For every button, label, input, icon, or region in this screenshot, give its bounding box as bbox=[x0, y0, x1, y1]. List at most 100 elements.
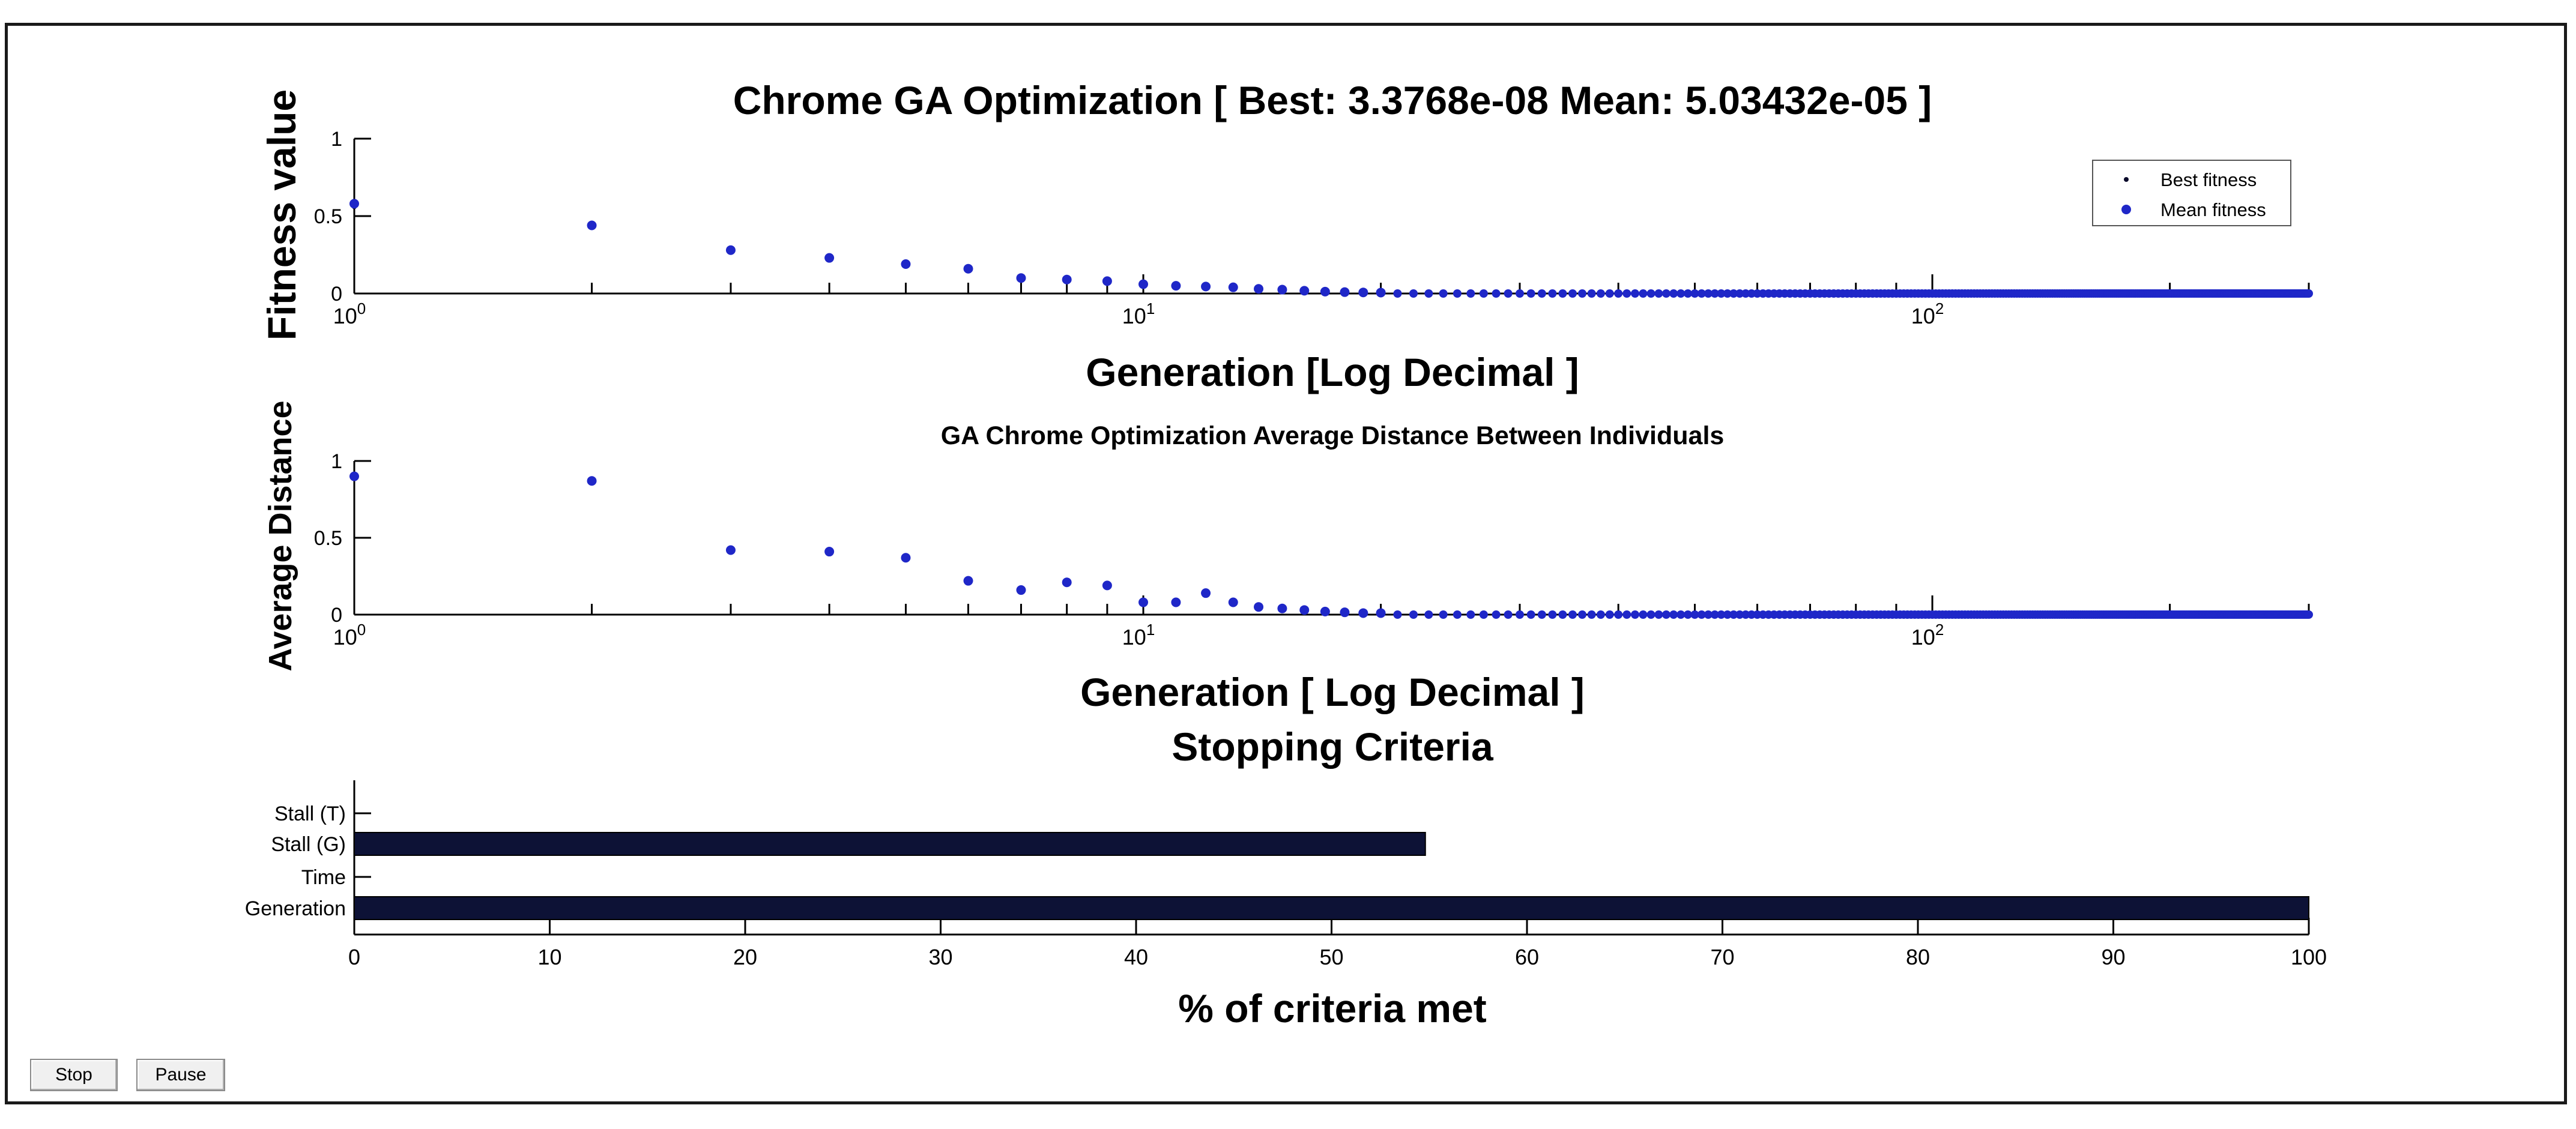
data-point bbox=[1439, 289, 1448, 298]
data-point bbox=[1479, 610, 1488, 619]
data-point bbox=[1515, 610, 1524, 619]
data-point bbox=[1578, 610, 1587, 619]
x-tick-base: 10 bbox=[333, 304, 357, 328]
stopping-plot: Stopping Criteria % of criteria met 0 10 2… bbox=[245, 724, 2327, 1031]
distance-title: GA Chrome Optimization Average Distance … bbox=[941, 421, 1725, 450]
data-point bbox=[1201, 588, 1211, 598]
data-point bbox=[1704, 289, 1713, 298]
fitness-plot: Chrome GA Optimization [ Best: 3.3768e-0… bbox=[259, 78, 2313, 394]
legend-best-marker bbox=[2124, 177, 2129, 182]
data-point bbox=[1747, 610, 1756, 619]
legend-mean-marker bbox=[2121, 205, 2131, 214]
pause-button[interactable]: Pause bbox=[136, 1059, 225, 1091]
data-point bbox=[1697, 610, 1706, 619]
data-point bbox=[1526, 289, 1535, 298]
data-point bbox=[1537, 289, 1546, 298]
data-point bbox=[1735, 610, 1744, 619]
data-point bbox=[1299, 286, 1310, 296]
data-point bbox=[1299, 605, 1310, 615]
x-tick-exponent: 2 bbox=[1935, 621, 1944, 639]
data-point bbox=[1138, 279, 1149, 289]
data-point bbox=[1669, 610, 1678, 619]
data-point bbox=[1171, 281, 1181, 291]
data-point bbox=[1424, 289, 1433, 298]
data-point bbox=[349, 471, 359, 481]
data-point bbox=[1614, 610, 1623, 619]
fitness-ylabel: Fitness value bbox=[259, 89, 304, 340]
x-tick-base: 10 bbox=[1911, 304, 1935, 328]
data-point bbox=[1254, 602, 1264, 612]
data-point bbox=[1062, 577, 1072, 588]
stopping-axes: 0 10 20 30 40 50 60 70 80 90 100 Stall (T) Stall (G)… bbox=[245, 780, 2327, 969]
x-tick-label: 50 bbox=[1319, 945, 1343, 969]
data-point bbox=[1515, 289, 1524, 298]
data-point bbox=[1254, 284, 1264, 294]
data-point bbox=[1723, 610, 1732, 619]
x-tick-exponent: 0 bbox=[357, 300, 366, 318]
stopping-xlabel: % of criteria met bbox=[1178, 986, 1487, 1031]
x-tick-base: 10 bbox=[333, 625, 357, 649]
x-tick-label: 102 bbox=[1911, 621, 1944, 649]
x-tick-exponent: 0 bbox=[357, 621, 366, 639]
x-tick-label: 101 bbox=[1122, 621, 1155, 649]
legend-mean-label: Mean fitness bbox=[2160, 199, 2266, 220]
data-point bbox=[1710, 610, 1719, 619]
data-point bbox=[1409, 289, 1418, 298]
distance-points bbox=[349, 471, 2313, 619]
x-tick-label: 101 bbox=[1122, 300, 1155, 328]
data-point bbox=[1548, 610, 1557, 619]
x-tick-label: 100 bbox=[333, 621, 366, 649]
data-point bbox=[1504, 289, 1513, 298]
data-point bbox=[1424, 610, 1433, 619]
data-point bbox=[1548, 289, 1557, 298]
x-tick-label: 102 bbox=[1911, 300, 1944, 328]
data-point bbox=[1646, 289, 1655, 298]
data-point bbox=[1622, 289, 1631, 298]
data-point bbox=[1690, 289, 1699, 298]
data-point bbox=[1228, 282, 1238, 292]
x-tick-label: 80 bbox=[1906, 945, 1930, 969]
data-point bbox=[1102, 276, 1112, 286]
data-point bbox=[1630, 610, 1639, 619]
data-point bbox=[1340, 287, 1350, 297]
x-tick-exponent: 1 bbox=[1146, 300, 1155, 318]
data-point bbox=[587, 476, 597, 486]
data-point bbox=[1358, 608, 1368, 618]
data-point bbox=[725, 245, 736, 255]
data-point bbox=[1704, 610, 1713, 619]
data-point bbox=[1409, 610, 1418, 619]
data-point bbox=[1596, 289, 1605, 298]
y-tick-label: 0.5 bbox=[314, 205, 342, 228]
fitness-points bbox=[349, 199, 2313, 298]
data-point bbox=[1723, 289, 1732, 298]
data-point bbox=[1453, 610, 1462, 619]
y-tick-label: 1 bbox=[331, 450, 342, 473]
category-label: Stall (T) bbox=[274, 802, 346, 825]
data-point bbox=[1596, 610, 1605, 619]
x-tick-label: 30 bbox=[928, 945, 952, 969]
data-point bbox=[963, 263, 973, 274]
data-point bbox=[901, 553, 911, 563]
data-point bbox=[1717, 610, 1726, 619]
data-point bbox=[1661, 610, 1670, 619]
fitness-title: Chrome GA Optimization [ Best: 3.3768e-0… bbox=[733, 78, 1932, 122]
distance-ylabel: Average Distance bbox=[262, 400, 298, 671]
data-point bbox=[1690, 610, 1699, 619]
data-point bbox=[1358, 288, 1368, 298]
data-point bbox=[1558, 289, 1567, 298]
x-tick-label: 10 bbox=[537, 945, 561, 969]
data-point bbox=[1614, 289, 1623, 298]
data-point bbox=[1320, 606, 1330, 616]
data-point bbox=[1578, 289, 1587, 298]
data-point bbox=[1171, 597, 1181, 607]
stop-button[interactable]: Stop bbox=[30, 1059, 118, 1091]
legend-best-label: Best fitness bbox=[2160, 169, 2257, 190]
x-tick-base: 10 bbox=[1911, 625, 1935, 649]
stopping-title: Stopping Criteria bbox=[1172, 724, 1494, 769]
data-point bbox=[1683, 610, 1692, 619]
data-point bbox=[1102, 580, 1112, 591]
x-tick-label: 90 bbox=[2101, 945, 2125, 969]
data-point bbox=[1138, 597, 1149, 607]
data-point bbox=[901, 259, 911, 269]
